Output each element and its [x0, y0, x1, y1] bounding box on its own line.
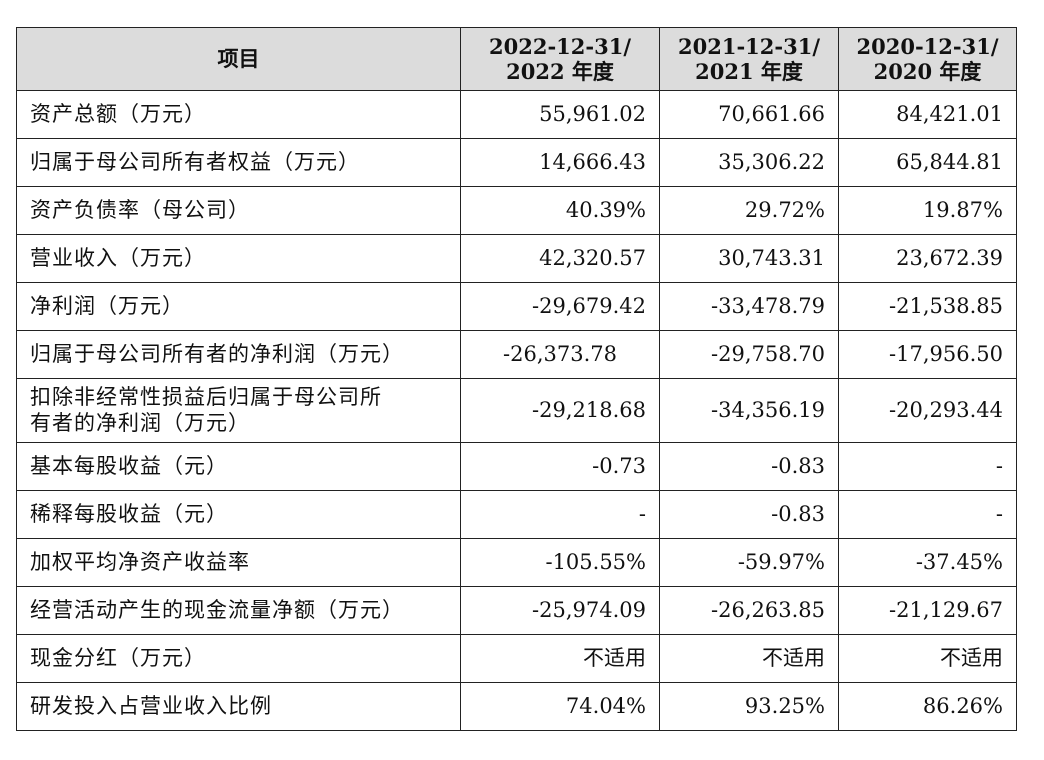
value-2021: -0.83 — [659, 442, 839, 491]
value-2022: -105.55% — [460, 538, 660, 587]
value-2021: -59.97% — [659, 538, 839, 587]
table-row: 归属于母公司所有者的净利润（万元） -26,373.78 -29,758.70 -17… — [16, 330, 1017, 379]
row-label: 营业收入（万元） — [16, 234, 461, 283]
header-2020-date: 2020-12-31/ — [856, 33, 999, 59]
value-2021: 93.25% — [659, 682, 839, 731]
row-label-line: 扣除非经常性损益后归属于母公司所 — [30, 385, 382, 410]
value-2022: 不适用 — [460, 634, 660, 683]
row-label: 资产负债率（母公司） — [16, 186, 461, 235]
table-row: 资产负债率（母公司） 40.39% 29.72% 19.87% — [16, 186, 1017, 235]
table-row: 研发投入占营业收入比例 74.04% 93.25% 86.26% — [16, 682, 1017, 731]
value-2020: 19.87% — [838, 186, 1017, 235]
header-2020-year: 2020 年度 — [873, 59, 982, 84]
value-2021: 70,661.66 — [659, 90, 839, 139]
value-2022: -25,974.09 — [460, 586, 660, 635]
row-label: 稀释每股收益（元） — [16, 490, 461, 539]
value-2021: -34,356.19 — [659, 378, 839, 443]
value-2021: 29.72% — [659, 186, 839, 235]
value-2022: 14,666.43 — [460, 138, 660, 187]
row-label: 净利润（万元） — [16, 282, 461, 331]
table-row: 营业收入（万元） 42,320.57 30,743.31 23,672.39 — [16, 234, 1017, 283]
table-row: 净利润（万元） -29,679.42 -33,478.79 -21,538.85 — [16, 282, 1017, 331]
table-row: 经营活动产生的现金流量净额（万元） -25,974.09 -26,263.85 -21… — [16, 586, 1017, 635]
header-row: 项目 2022-12-31/ 2022 年度 2021-12-31/ 2021 … — [16, 27, 1017, 91]
table-row: 加权平均净资产收益率 -105.55% -59.97% -37.45% — [16, 538, 1017, 587]
row-label: 加权平均净资产收益率 — [16, 538, 461, 587]
value-2021: -0.83 — [659, 490, 839, 539]
header-item: 项目 — [16, 27, 461, 91]
value-2020: - — [838, 490, 1017, 539]
header-2021-year: 2021 年度 — [695, 59, 803, 84]
header-2021: 2021-12-31/ 2021 年度 — [659, 27, 839, 91]
value-2020: - — [838, 442, 1017, 491]
value-2020: -21,538.85 — [838, 282, 1017, 331]
value-2020: -20,293.44 — [838, 378, 1017, 443]
value-2020: 65,844.81 — [838, 138, 1017, 187]
value-2022: 55,961.02 — [460, 90, 660, 139]
row-label: 扣除非经常性损益后归属于母公司所 有者的净利润（万元） — [16, 378, 461, 443]
row-label: 现金分红（万元） — [16, 634, 461, 683]
header-2022: 2022-12-31/ 2022 年度 — [460, 27, 660, 91]
row-label: 归属于母公司所有者的净利润（万元） — [16, 330, 461, 379]
value-2022: 40.39% — [460, 186, 660, 235]
financial-data-table: 项目 2022-12-31/ 2022 年度 2021-12-31/ 2021 … — [16, 27, 1017, 731]
table-row: 归属于母公司所有者权益（万元） 14,666.43 35,306.22 65,844.… — [16, 138, 1017, 187]
table-row: 现金分红（万元） 不适用 不适用 不适用 — [16, 634, 1017, 683]
value-2021: -26,263.85 — [659, 586, 839, 635]
table-row: 资产总额（万元） 55,961.02 70,661.66 84,421.01 — [16, 90, 1017, 139]
value-2021: 30,743.31 — [659, 234, 839, 283]
value-2020: 不适用 — [838, 634, 1017, 683]
table-row: 基本每股收益（元） -0.73 -0.83- — [16, 442, 1017, 491]
row-label: 研发投入占营业收入比例 — [16, 682, 461, 731]
value-2022: 74.04% — [460, 682, 660, 731]
table-header: 项目 2022-12-31/ 2022 年度 2021-12-31/ 2021 … — [16, 27, 1017, 91]
header-2021-date: 2021-12-31/ — [678, 33, 820, 59]
row-label: 经营活动产生的现金流量净额（万元） — [16, 586, 461, 635]
table-row: 稀释每股收益（元） - -0.83- — [16, 490, 1017, 539]
value-2020: 23,672.39 — [838, 234, 1017, 283]
value-2022: - — [460, 490, 660, 539]
value-2022: -29,679.42 — [460, 282, 660, 331]
row-label: 基本每股收益（元） — [16, 442, 461, 491]
value-2021: -29,758.70 — [659, 330, 839, 379]
header-2020: 2020-12-31/ 2020 年度 — [838, 27, 1017, 91]
table-row: 扣除非经常性损益后归属于母公司所 有者的净利润（万元） -29,218.68 -34,… — [16, 378, 1017, 443]
row-label: 归属于母公司所有者权益（万元） — [16, 138, 461, 187]
value-2022: 42,320.57 — [460, 234, 660, 283]
value-2020: 84,421.01 — [838, 90, 1017, 139]
value-2021: 35,306.22 — [659, 138, 839, 187]
value-2020: -17,956.50 — [838, 330, 1017, 379]
value-2020: -21,129.67 — [838, 586, 1017, 635]
header-2022-date: 2022-12-31/ — [489, 33, 631, 59]
value-2021: 不适用 — [659, 634, 839, 683]
row-label: 资产总额（万元） — [16, 90, 461, 139]
value-2020: -37.45% — [838, 538, 1017, 587]
value-2022: -26,373.78 — [460, 330, 660, 379]
table-body: 资产总额（万元） 55,961.02 70,661.66 84,421.01 归属于母公… — [16, 90, 1017, 731]
value-2022: -0.73 — [460, 442, 660, 491]
value-2020: 86.26% — [838, 682, 1017, 731]
row-label-line: 有者的净利润（万元） — [30, 410, 250, 435]
value-2022: -29,218.68 — [460, 378, 660, 443]
value-2021: -33,478.79 — [659, 282, 839, 331]
header-2022-year: 2022 年度 — [506, 59, 614, 84]
